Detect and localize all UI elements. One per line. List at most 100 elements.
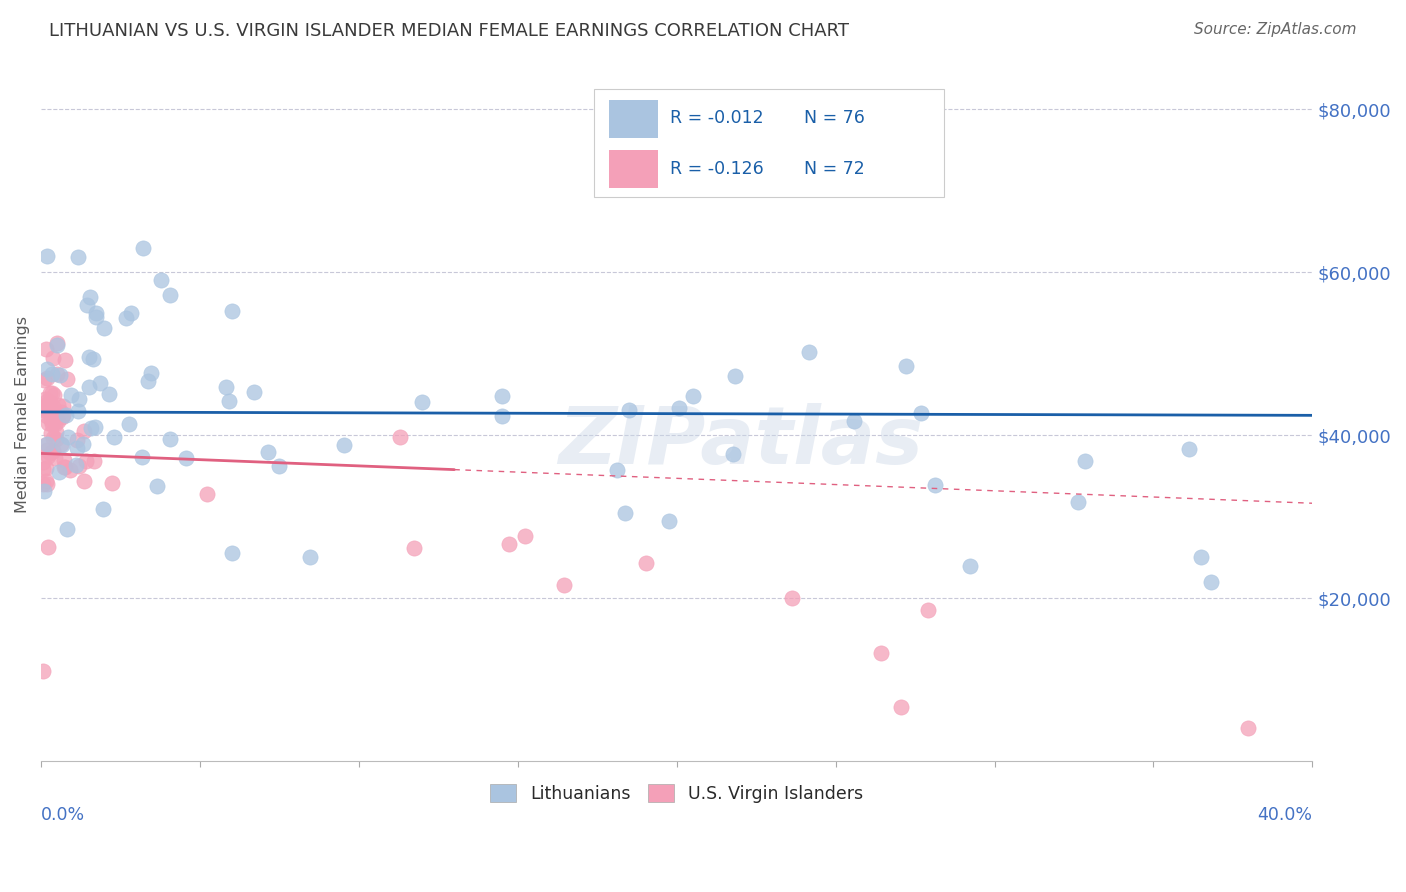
Text: 0.0%: 0.0% — [41, 805, 86, 824]
Point — [41, 413, 63, 427]
Point — [49, 405, 72, 419]
Point — [221, 546, 243, 560]
Text: N = 76: N = 76 — [804, 110, 865, 128]
Point — [174, 450, 197, 465]
Point — [37, 409, 59, 423]
Point — [52, 453, 75, 467]
Point — [613, 507, 636, 521]
Point — [35, 436, 58, 450]
Point — [682, 388, 704, 402]
Point — [842, 414, 865, 428]
Point — [218, 393, 240, 408]
Point — [32, 455, 55, 469]
Text: 40.0%: 40.0% — [1257, 805, 1312, 824]
Point — [60, 388, 83, 402]
Point — [42, 388, 65, 402]
Point — [73, 474, 96, 488]
Point — [101, 476, 124, 491]
Point — [724, 369, 747, 384]
Point — [67, 392, 90, 406]
Point — [82, 352, 104, 367]
Point — [780, 591, 803, 606]
Point — [1237, 721, 1260, 735]
Point — [1178, 442, 1201, 457]
Point — [118, 417, 141, 431]
Bar — [609, 100, 658, 137]
Point — [617, 402, 640, 417]
Point — [37, 396, 59, 410]
Point — [411, 395, 433, 409]
Point — [35, 477, 58, 491]
Point — [491, 389, 513, 403]
Point — [67, 250, 90, 264]
Point — [91, 502, 114, 516]
Point — [59, 463, 82, 477]
Point — [45, 335, 67, 350]
Point — [46, 414, 69, 428]
Point — [38, 386, 60, 401]
Point — [195, 487, 218, 501]
Point — [221, 303, 243, 318]
Point — [257, 444, 280, 458]
Point — [65, 458, 87, 472]
Point — [83, 420, 105, 434]
Point — [31, 477, 53, 491]
Text: R = -0.012: R = -0.012 — [671, 110, 763, 128]
Point — [66, 433, 89, 447]
Point — [39, 446, 62, 460]
Point — [657, 514, 679, 528]
Point — [35, 371, 58, 385]
Point — [917, 603, 939, 617]
Point — [120, 306, 142, 320]
Point — [86, 306, 108, 320]
Point — [668, 401, 690, 415]
FancyBboxPatch shape — [595, 89, 943, 196]
Point — [53, 459, 76, 474]
Point — [606, 463, 628, 477]
Point — [34, 438, 56, 452]
Point — [31, 665, 53, 679]
Point — [131, 450, 153, 464]
Point — [132, 241, 155, 255]
Point — [1189, 550, 1212, 565]
Text: LITHUANIAN VS U.S. VIRGIN ISLANDER MEDIAN FEMALE EARNINGS CORRELATION CHART: LITHUANIAN VS U.S. VIRGIN ISLANDER MEDIA… — [49, 22, 849, 40]
Point — [797, 345, 820, 359]
Point — [52, 408, 75, 422]
Point — [73, 424, 96, 438]
Point — [103, 430, 125, 444]
Point — [44, 417, 66, 432]
Point — [53, 353, 76, 368]
Point — [75, 454, 97, 468]
Point — [42, 351, 65, 365]
Point — [41, 417, 63, 431]
Bar — [609, 151, 658, 188]
Point — [35, 460, 58, 475]
Point — [34, 373, 56, 387]
Text: Source: ZipAtlas.com: Source: ZipAtlas.com — [1194, 22, 1357, 37]
Point — [404, 541, 426, 555]
Point — [159, 432, 181, 446]
Point — [553, 578, 575, 592]
Point — [869, 646, 891, 660]
Point — [41, 367, 63, 381]
Point — [56, 430, 79, 444]
Point — [37, 394, 59, 409]
Point — [80, 421, 103, 435]
Point — [333, 438, 356, 452]
Point — [77, 380, 100, 394]
Point — [56, 371, 79, 385]
Point — [37, 416, 59, 430]
Point — [243, 385, 266, 400]
Point — [51, 409, 73, 424]
Point — [52, 459, 75, 474]
Point — [72, 437, 94, 451]
Point — [67, 458, 90, 473]
Point — [150, 273, 173, 287]
Point — [66, 441, 89, 455]
Point — [146, 479, 169, 493]
Point — [634, 556, 657, 570]
Point — [39, 425, 62, 440]
Point — [44, 451, 66, 466]
Point — [52, 399, 75, 413]
Point — [41, 386, 63, 401]
